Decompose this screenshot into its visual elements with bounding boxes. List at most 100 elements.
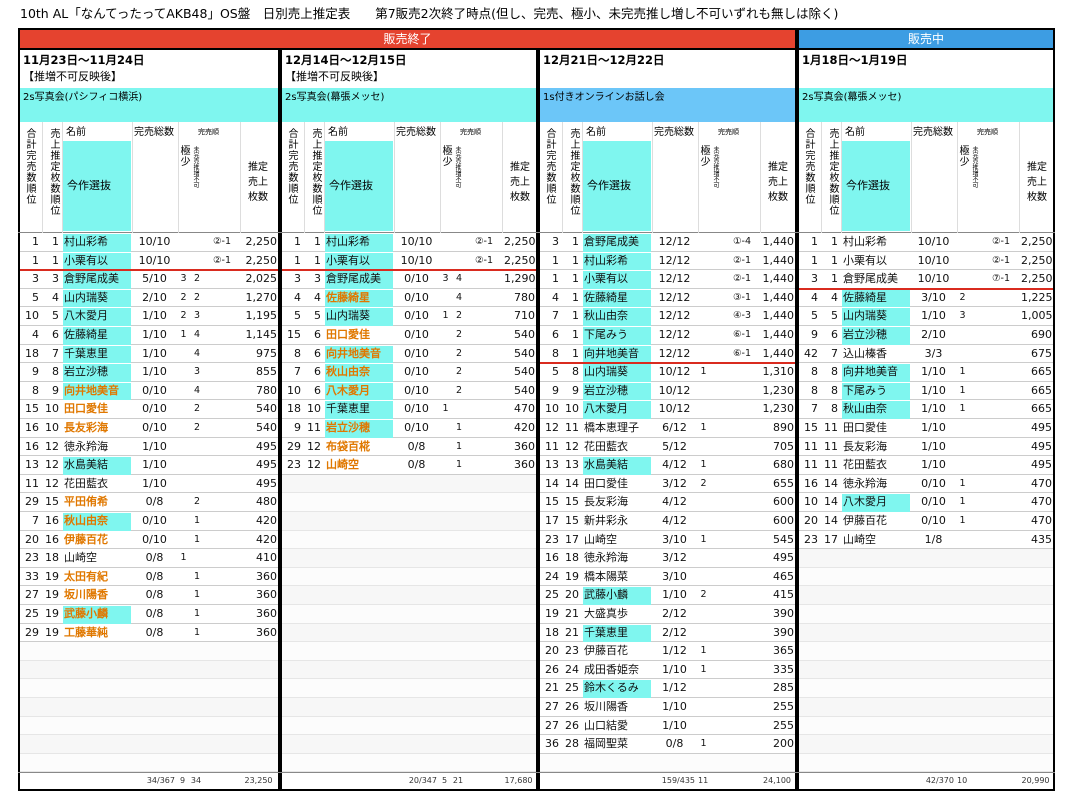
total: 9 — [179, 776, 186, 786]
sold-out: 1/10 — [662, 662, 687, 676]
few: 1 — [700, 533, 707, 545]
total-rank: 18 — [25, 346, 39, 360]
selected-cell — [325, 271, 393, 289]
member-name: 岩立沙穂 — [843, 328, 887, 341]
note: 【推増不可反映後】 — [285, 70, 384, 83]
member-name: 倉野尾成美 — [584, 235, 639, 248]
few: 1 — [700, 422, 707, 433]
no-push: 1 — [193, 589, 201, 601]
row-line — [799, 586, 1053, 605]
no-push: 2 — [193, 422, 201, 433]
sold-out: 12/12 — [658, 290, 691, 304]
sales-rank: 10 — [565, 402, 579, 416]
total-rank: 1 — [294, 235, 301, 248]
total-rank: 3 — [294, 272, 301, 286]
header-sold-out: 完売総数 — [654, 127, 694, 138]
total-rank: 23 — [804, 532, 818, 546]
total: 23,250 — [244, 776, 273, 786]
header-box — [797, 122, 1055, 233]
sales-rank: 1 — [572, 346, 579, 360]
sales: 1,440 — [762, 309, 795, 323]
sales-rank: 12 — [565, 439, 579, 453]
sold-out: 1/10 — [921, 439, 946, 453]
sales: 420 — [514, 421, 535, 434]
member-name: 大盛真歩 — [584, 607, 628, 620]
member-name: 込山榛香 — [843, 346, 887, 360]
member-name: 田口愛佳 — [326, 328, 370, 341]
row-line — [799, 512, 1053, 531]
few: 2 — [959, 291, 966, 303]
total-rank: 3 — [811, 272, 818, 286]
sold-out: 0/8 — [145, 495, 164, 509]
sales-rank: 11 — [824, 421, 838, 434]
sold-out: 0/10 — [404, 402, 429, 416]
member-name: 坂川陽香 — [584, 700, 628, 713]
header-sales: 推定売上枚数 — [510, 162, 530, 203]
few: 2 — [700, 589, 707, 601]
sales-rank: 1 — [572, 272, 579, 286]
row-line — [20, 586, 278, 605]
event: 2s写真会(幕張メッセ) — [282, 88, 536, 122]
sold-out: 1/10 — [921, 365, 946, 379]
header-box — [280, 122, 538, 233]
header-divider — [132, 122, 133, 233]
header-name: 名前 — [66, 127, 86, 138]
header-divider — [240, 122, 241, 233]
sales: 495 — [1031, 421, 1052, 434]
total-rank: 21 — [545, 681, 559, 695]
sales: 470 — [1031, 476, 1052, 490]
sales: 470 — [514, 402, 535, 416]
sales-rank: 14 — [824, 514, 838, 527]
total-rank: 23 — [287, 458, 301, 472]
sales-rank: 5 — [831, 309, 838, 323]
sold-out: 1/8 — [924, 532, 943, 546]
sales: 2,250 — [245, 253, 278, 267]
order: ②-1 — [733, 254, 751, 266]
order: ②-1 — [733, 273, 751, 285]
panel-frame — [280, 50, 538, 791]
no-push: 3 — [193, 310, 201, 322]
total-rank: 18 — [287, 402, 301, 416]
header-divider — [957, 122, 958, 233]
total-rank: 15 — [545, 495, 559, 509]
sold-out: 0/10 — [142, 514, 167, 527]
sales-rank: 10 — [45, 402, 59, 416]
header-divider — [582, 122, 583, 233]
selected-cell — [583, 345, 651, 364]
selected-cell — [583, 308, 651, 326]
total-rank: 7 — [294, 365, 301, 379]
total-rank: 27 — [25, 588, 39, 602]
sales: 1,440 — [762, 346, 795, 360]
selected-cell — [583, 252, 651, 271]
sales: 495 — [1031, 439, 1052, 453]
total-rank: 33 — [25, 569, 39, 583]
member-name: 工藤華純 — [64, 625, 108, 639]
no-push: 1 — [193, 626, 201, 638]
sales-rank: 15 — [565, 495, 579, 509]
sales: 855 — [256, 365, 277, 379]
sold-out: 1/12 — [662, 681, 687, 695]
sales-rank: 1 — [572, 309, 579, 323]
member-name: 長友彩海 — [64, 421, 108, 434]
sales-rank: 7 — [52, 346, 59, 360]
no-push: 4 — [455, 291, 463, 303]
row-line — [20, 549, 278, 568]
total-rank: 9 — [32, 365, 39, 379]
total-rank: 36 — [545, 737, 559, 751]
sales: 2,250 — [504, 235, 536, 248]
footer-line — [797, 772, 1055, 774]
sales-rank: 13 — [565, 458, 579, 472]
selected-cell — [325, 234, 393, 252]
row-line — [282, 326, 536, 345]
row-line — [282, 716, 536, 736]
sales: 390 — [773, 625, 794, 639]
total-rank: 4 — [811, 290, 818, 304]
no-push: 1 — [193, 533, 201, 545]
member-name: 山内瑞葵 — [843, 309, 887, 323]
selected-cell — [325, 308, 393, 326]
selected-cell — [325, 382, 393, 401]
sales: 1,440 — [762, 235, 795, 248]
header-divider — [698, 122, 699, 233]
selected-cell — [63, 457, 131, 475]
member-name: 岩立沙穂 — [64, 365, 108, 379]
